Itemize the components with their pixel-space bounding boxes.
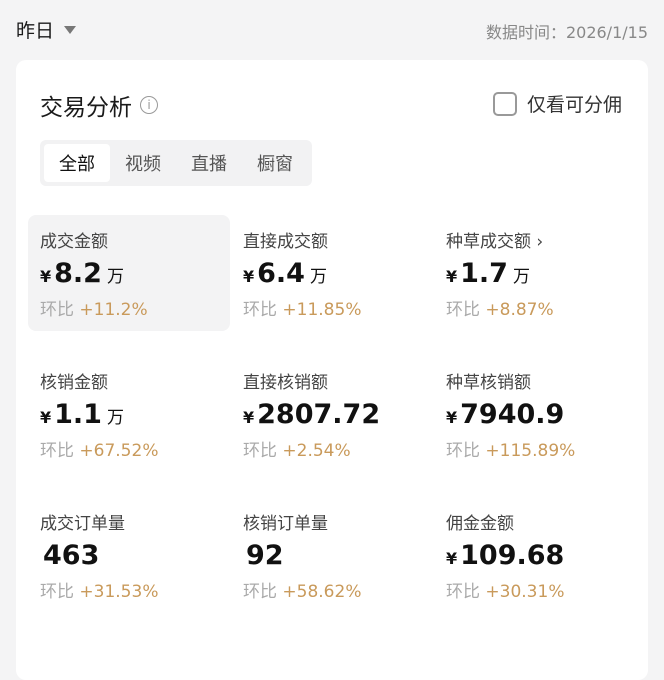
change-value: +11.2% [79,300,148,320]
currency-symbol: ¥ [243,267,255,286]
change-value: +58.62% [282,582,362,602]
metric-value-row: ¥1.7 万 [446,258,624,289]
metric-card[interactable]: 核销订单量 92 环比 +58.62% [231,497,433,613]
change-value: +2.54% [282,441,351,461]
metric-card[interactable]: 成交订单量 463 环比 +31.53% [28,497,230,613]
metric-change: 环比 +2.54% [243,436,421,461]
metric-label: 佣金金额 [446,514,514,534]
metric-card[interactable]: 成交金额 ¥8.2 万 环比 +11.2% [28,215,230,331]
change-label: 环比 [40,441,74,461]
metric-unit: 万 [512,267,530,287]
only-commission-checkbox[interactable]: 仅看可分佣 [492,90,622,117]
change-value: +31.53% [79,582,159,602]
change-label: 环比 [243,300,277,320]
metric-change: 环比 +30.31% [446,577,624,602]
tab-live[interactable]: 直播 [191,154,227,175]
metric-label: 核销金额 [40,373,108,393]
checkbox-label: 仅看可分佣 [526,94,622,116]
title-text: 交易分析 [40,95,132,121]
metric-unit: 万 [309,267,327,287]
data-time: 数据时间：2026/1/15 [485,23,648,42]
metric-value-row: ¥109.68 [446,540,624,571]
change-value: +11.85% [282,300,362,320]
metric-card[interactable]: 直接核销额 ¥2807.72 环比 +2.54% [231,356,433,472]
metric-value: 7940.9 [460,399,565,430]
metric-change: 环比 +11.85% [243,295,421,320]
period-label: 昨日 [16,20,55,42]
tab-video[interactable]: 视频 [125,154,161,175]
metric-value-row: ¥8.2 万 [40,258,218,289]
change-value: +30.31% [485,582,565,602]
metric-label: 核销订单量 [243,514,328,534]
metric-value: 1.1 [54,399,102,430]
trade-analysis-card: 交易分析 i 仅看可分佣 全部 视频 直播 橱窗 成交金额 ¥8.2 万 环比 +1… [16,60,648,680]
metric-label: 直接成交额 [243,232,328,252]
metric-change: 环比 +67.52% [40,436,218,461]
info-icon[interactable]: i [140,96,158,114]
change-label: 环比 [243,441,277,461]
metric-value-row: ¥6.4 万 [243,258,421,289]
metric-value-row: ¥2807.72 [243,399,421,430]
change-label: 环比 [40,300,74,320]
metric-card[interactable]: 种草成交额 › ¥1.7 万 环比 +8.87% [434,215,636,331]
metric-value-row: ¥1.1 万 [40,399,218,430]
change-label: 环比 [446,300,480,320]
metric-value: 109.68 [460,540,565,571]
change-value: +8.87% [485,300,554,320]
metric-value: 2807.72 [257,399,381,430]
currency-symbol: ¥ [243,408,255,427]
period-dropdown[interactable]: 昨日 [16,16,77,43]
metric-value: 1.7 [460,258,508,289]
metric-card[interactable]: 种草核销额 ¥7940.9 环比 +115.89% [434,356,636,472]
metric-change: 环比 +11.2% [40,295,218,320]
tab-showcase[interactable]: 橱窗 [257,154,293,175]
change-value: +67.52% [79,441,159,461]
change-label: 环比 [446,582,480,602]
metric-value: 6.4 [257,258,305,289]
tab-bar: 全部 视频 直播 橱窗 [40,140,312,186]
metric-label: 种草核销额 [446,373,531,393]
card-title: 交易分析 i [40,88,158,122]
metric-unit: 万 [106,267,124,287]
metric-change: 环比 +8.87% [446,295,624,320]
metric-value: 8.2 [54,258,102,289]
metric-label: 种草成交额 › [446,232,544,252]
metric-unit: 万 [106,408,124,428]
checkbox-icon[interactable] [492,91,517,116]
metric-change: 环比 +31.53% [40,577,218,602]
metric-label: 成交订单量 [40,514,125,534]
metric-change: 环比 +115.89% [446,436,624,461]
metric-label: 成交金额 [40,232,108,252]
metric-card[interactable]: 核销金额 ¥1.1 万 环比 +67.52% [28,356,230,472]
currency-symbol: ¥ [446,408,458,427]
metric-value: 463 [43,540,100,571]
metric-value-row: 463 [40,540,218,571]
tab-all[interactable]: 全部 [44,144,110,182]
caret-down-icon [64,25,77,34]
metric-value: 92 [246,540,284,571]
change-label: 环比 [243,582,277,602]
currency-symbol: ¥ [446,267,458,286]
metric-card[interactable]: 直接成交额 ¥6.4 万 环比 +11.85% [231,215,433,331]
change-value: +115.89% [485,441,576,461]
currency-symbol: ¥ [446,549,458,568]
metric-card[interactable]: 佣金金额 ¥109.68 环比 +30.31% [434,497,636,613]
currency-symbol: ¥ [40,267,52,286]
metric-value-row: 92 [243,540,421,571]
metric-change: 环比 +58.62% [243,577,421,602]
metric-value-row: ¥7940.9 [446,399,624,430]
metric-label: 直接核销额 [243,373,328,393]
currency-symbol: ¥ [40,408,52,427]
change-label: 环比 [40,582,74,602]
change-label: 环比 [446,441,480,461]
